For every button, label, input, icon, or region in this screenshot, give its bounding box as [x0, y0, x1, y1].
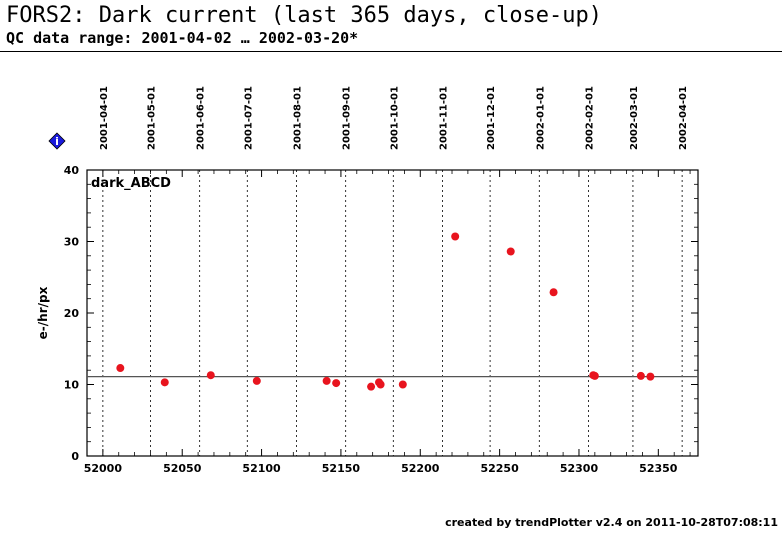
- x-tick-label: 52150: [322, 462, 361, 475]
- data-point: [322, 376, 331, 385]
- data-point: [636, 371, 645, 380]
- y-tick-label: 30: [64, 236, 80, 249]
- y-axis-label: e-/hr/px: [36, 286, 50, 339]
- data-points: [116, 232, 655, 391]
- header-divider: [0, 51, 782, 52]
- x-tick-label: 52300: [560, 462, 599, 475]
- x-tick-label: 52100: [242, 462, 281, 475]
- y-tick-label: 40: [64, 164, 80, 177]
- data-point: [506, 247, 515, 256]
- month-label: 2001-05-01: [146, 86, 157, 150]
- y-tick-label: 20: [64, 307, 80, 320]
- data-point: [398, 380, 407, 389]
- page-title: FORS2: Dark current (last 365 days, clos…: [6, 3, 603, 28]
- month-label: 2002-03-01: [629, 86, 640, 150]
- data-point: [451, 232, 460, 241]
- y-tick-label: 0: [71, 450, 79, 463]
- month-label: 2001-12-01: [486, 86, 497, 150]
- axes: 52000 52050 52100 52150 52200 52250 52300 52350…: [64, 164, 698, 475]
- x-tick-label: 52200: [401, 462, 440, 475]
- info-icon-diamond[interactable]: [48, 132, 66, 150]
- info-icon[interactable]: i: [48, 132, 66, 150]
- month-label: 2001-07-01: [243, 86, 254, 150]
- data-point: [367, 382, 376, 391]
- month-label: 2002-04-01: [678, 86, 689, 150]
- info-icon-label: i: [55, 135, 59, 148]
- plot-frame: [86, 169, 699, 457]
- footer-credit: created by trendPlotter v2.4 on 2011-10-…: [445, 516, 778, 529]
- data-point: [376, 380, 385, 389]
- month-label: 2002-01-01: [535, 86, 546, 150]
- month-grid: [102, 170, 683, 456]
- month-label: 2001-10-01: [389, 86, 400, 150]
- data-range-subtitle: QC data range: 2001-04-02 … 2002-03-20*: [6, 29, 359, 47]
- data-point: [646, 372, 655, 381]
- x-tick-label: 52350: [639, 462, 678, 475]
- x-tick-label: 52000: [84, 462, 123, 475]
- data-point: [206, 371, 215, 380]
- x-tick-label: 52250: [480, 462, 519, 475]
- panel-label: dark_ABCD: [91, 176, 171, 191]
- data-point: [549, 288, 558, 297]
- month-label: 2001-08-01: [292, 86, 303, 150]
- month-label: 2001-09-01: [342, 86, 353, 150]
- x-tick-label: 52050: [163, 462, 202, 475]
- data-point: [332, 379, 341, 388]
- y-tick-label: 10: [64, 379, 80, 392]
- month-labels: 2001-04-01 2001-05-01 2001-06-01 2001-07-01…: [99, 86, 689, 150]
- data-point: [590, 371, 599, 380]
- month-label: 2001-06-01: [196, 86, 207, 150]
- data-point: [116, 364, 125, 373]
- month-label: 2001-04-01: [99, 86, 110, 150]
- data-point: [252, 376, 261, 385]
- month-label: 2001-11-01: [438, 86, 449, 150]
- data-point: [160, 378, 169, 387]
- month-label: 2002-02-01: [584, 86, 595, 150]
